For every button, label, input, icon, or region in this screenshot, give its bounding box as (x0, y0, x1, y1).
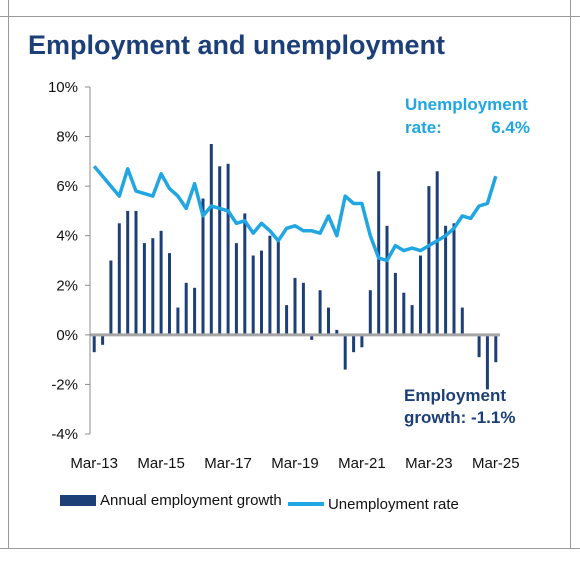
frame-bottom-border (0, 548, 580, 549)
employment-growth-bar (301, 282, 305, 335)
employment-growth-bar (268, 235, 272, 335)
employment-growth-bar (494, 334, 498, 363)
employment-growth-bar (226, 163, 230, 335)
employment-growth-bar (343, 334, 347, 370)
employment-growth-bar (142, 243, 146, 335)
employment-growth-bar (176, 307, 180, 335)
employment-growth-bar (117, 223, 121, 335)
y-tick-label: 0% (56, 327, 78, 344)
employment-growth-bar (234, 243, 238, 335)
employment-growth-bar (276, 238, 280, 335)
chart-legend: Annual employment growth Unemployment ra… (60, 492, 459, 513)
employment-growth-bar (435, 171, 439, 335)
x-axis-ticks: Mar-13 Mar-15 Mar-17 Mar-19 Mar-21 Mar-23 Mar-… (70, 455, 519, 472)
employment-growth-bar (168, 253, 171, 335)
employment-growth-bar (402, 292, 406, 335)
employment-growth-bar (477, 334, 481, 358)
legend-item-bars: Annual employment growth (60, 492, 282, 509)
employment-growth-bar (335, 329, 339, 335)
employment-growth-bar (460, 307, 464, 335)
employment-growth-bar (184, 282, 188, 335)
employment-growth-bar (126, 210, 130, 335)
x-tick-label: Mar-19 (271, 455, 319, 472)
employment-growth-bar (193, 287, 197, 335)
employment-annotation-line2: growth: -1.1% (404, 408, 515, 427)
employment-growth-bar (159, 230, 163, 335)
employment-growth-bar (201, 198, 205, 335)
legend-bar-swatch (60, 495, 96, 506)
y-tick-label: -4% (51, 426, 78, 443)
employment-growth-bar (251, 255, 255, 335)
employment-growth-bar (151, 238, 155, 335)
legend-line-label: Unemployment rate (327, 495, 459, 513)
x-tick-label: Mar-25 (472, 455, 520, 472)
employment-growth-bar (393, 272, 397, 335)
employment-growth-bar (260, 250, 263, 335)
employment-growth-bar (360, 334, 364, 348)
employment-growth-bar (293, 277, 297, 335)
employment-annotation-line1: Employment (404, 386, 506, 405)
y-axis-ticks: -4% -2% 0% 2% 4% 6% 8% 10% (48, 79, 90, 443)
frame-left-border (8, 0, 9, 548)
y-tick-label: 2% (56, 277, 78, 294)
employment-growth-bar (318, 290, 322, 335)
chart-title: Employment and unemployment (28, 30, 446, 60)
y-tick-label: 6% (56, 178, 78, 195)
employment-growth-bar (410, 305, 414, 335)
legend-bar-label: Annual employment growth (100, 492, 282, 509)
unemployment-annotation-label: rate: (405, 118, 442, 137)
unemployment-annotation-value: 6.4% (491, 118, 530, 137)
x-tick-label: Mar-23 (405, 455, 453, 472)
unemployment-annotation-line1: Unemployment (405, 95, 528, 114)
employment-growth-bar (101, 334, 105, 345)
employment-growth-bar (134, 210, 138, 335)
employment-growth-bar (485, 334, 489, 390)
employment-growth-bar (285, 305, 289, 335)
y-tick-label: 10% (48, 79, 78, 96)
employment-growth-bar (452, 223, 456, 335)
x-tick-label: Mar-13 (70, 455, 118, 472)
x-tick-label: Mar-17 (204, 455, 252, 472)
legend-item-line: Unemployment rate (286, 496, 459, 513)
employment-growth-bar (427, 186, 431, 335)
employment-bars (92, 144, 498, 390)
employment-growth-bar (310, 334, 314, 340)
y-tick-label: 8% (56, 129, 78, 146)
employment-growth-bar (368, 290, 372, 335)
y-tick-label: 4% (56, 228, 78, 245)
employment-growth-bar (352, 334, 356, 353)
x-tick-label: Mar-21 (338, 455, 386, 472)
employment-growth-bar (209, 144, 213, 335)
frame-top-border (0, 16, 580, 17)
employment-growth-bar (243, 213, 247, 335)
employment-growth-bar (109, 260, 113, 335)
x-tick-label: Mar-15 (137, 455, 185, 472)
unemployment-rate-line (92, 165, 498, 263)
employment-growth-bar (385, 225, 389, 335)
y-tick-label: -2% (51, 376, 78, 393)
employment-growth-bar (327, 307, 330, 335)
employment-growth-bar (92, 334, 96, 353)
employment-growth-bar (218, 166, 222, 335)
employment-growth-bar (444, 225, 448, 335)
frame-right-border (570, 0, 571, 548)
legend-line-swatch (287, 502, 324, 506)
employment-growth-bar (419, 255, 422, 335)
